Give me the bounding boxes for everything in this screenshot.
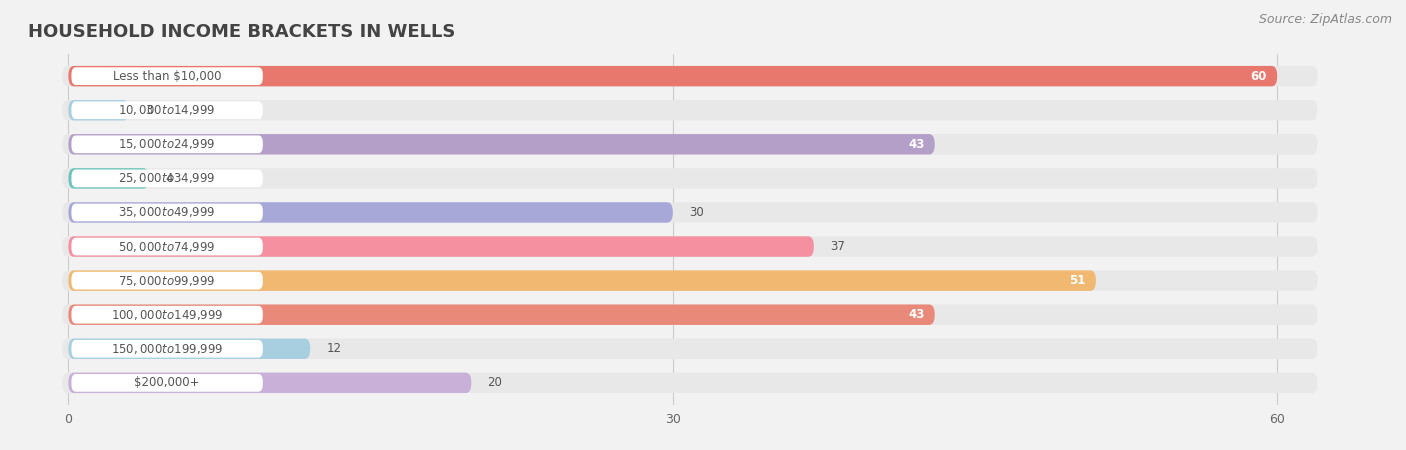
- FancyBboxPatch shape: [72, 135, 263, 153]
- FancyBboxPatch shape: [62, 236, 1317, 257]
- Text: $15,000 to $24,999: $15,000 to $24,999: [118, 137, 217, 151]
- Text: $75,000 to $99,999: $75,000 to $99,999: [118, 274, 217, 288]
- FancyBboxPatch shape: [72, 203, 263, 221]
- FancyBboxPatch shape: [62, 134, 1317, 154]
- Text: 3: 3: [145, 104, 152, 117]
- FancyBboxPatch shape: [69, 236, 814, 257]
- Text: 43: 43: [908, 138, 925, 151]
- Text: $200,000+: $200,000+: [135, 376, 200, 389]
- FancyBboxPatch shape: [72, 238, 263, 256]
- FancyBboxPatch shape: [69, 373, 471, 393]
- FancyBboxPatch shape: [69, 66, 1277, 86]
- Text: 60: 60: [1251, 70, 1267, 83]
- FancyBboxPatch shape: [62, 168, 1317, 189]
- Text: $10,000 to $14,999: $10,000 to $14,999: [118, 103, 217, 117]
- Text: $25,000 to $34,999: $25,000 to $34,999: [118, 171, 217, 185]
- Text: 30: 30: [689, 206, 703, 219]
- FancyBboxPatch shape: [62, 305, 1317, 325]
- FancyBboxPatch shape: [62, 338, 1317, 359]
- FancyBboxPatch shape: [62, 100, 1317, 121]
- FancyBboxPatch shape: [72, 374, 263, 392]
- FancyBboxPatch shape: [69, 305, 935, 325]
- FancyBboxPatch shape: [69, 202, 673, 223]
- Text: Source: ZipAtlas.com: Source: ZipAtlas.com: [1258, 14, 1392, 27]
- Text: $50,000 to $74,999: $50,000 to $74,999: [118, 239, 217, 253]
- Text: 12: 12: [326, 342, 342, 355]
- FancyBboxPatch shape: [72, 101, 263, 119]
- FancyBboxPatch shape: [62, 373, 1317, 393]
- Text: 37: 37: [830, 240, 845, 253]
- FancyBboxPatch shape: [69, 168, 149, 189]
- FancyBboxPatch shape: [69, 270, 1095, 291]
- FancyBboxPatch shape: [72, 272, 263, 289]
- FancyBboxPatch shape: [69, 134, 935, 154]
- FancyBboxPatch shape: [72, 340, 263, 358]
- Text: HOUSEHOLD INCOME BRACKETS IN WELLS: HOUSEHOLD INCOME BRACKETS IN WELLS: [28, 23, 456, 41]
- FancyBboxPatch shape: [69, 338, 311, 359]
- FancyBboxPatch shape: [62, 270, 1317, 291]
- Text: Less than $10,000: Less than $10,000: [112, 70, 221, 83]
- FancyBboxPatch shape: [69, 100, 129, 121]
- FancyBboxPatch shape: [62, 202, 1317, 223]
- Text: $35,000 to $49,999: $35,000 to $49,999: [118, 206, 217, 220]
- FancyBboxPatch shape: [72, 306, 263, 324]
- Text: 20: 20: [488, 376, 502, 389]
- FancyBboxPatch shape: [72, 170, 263, 187]
- Text: $100,000 to $149,999: $100,000 to $149,999: [111, 308, 224, 322]
- Text: 51: 51: [1070, 274, 1085, 287]
- Text: 43: 43: [908, 308, 925, 321]
- FancyBboxPatch shape: [72, 68, 263, 85]
- FancyBboxPatch shape: [62, 66, 1317, 86]
- Text: 4: 4: [165, 172, 173, 185]
- Text: $150,000 to $199,999: $150,000 to $199,999: [111, 342, 224, 356]
